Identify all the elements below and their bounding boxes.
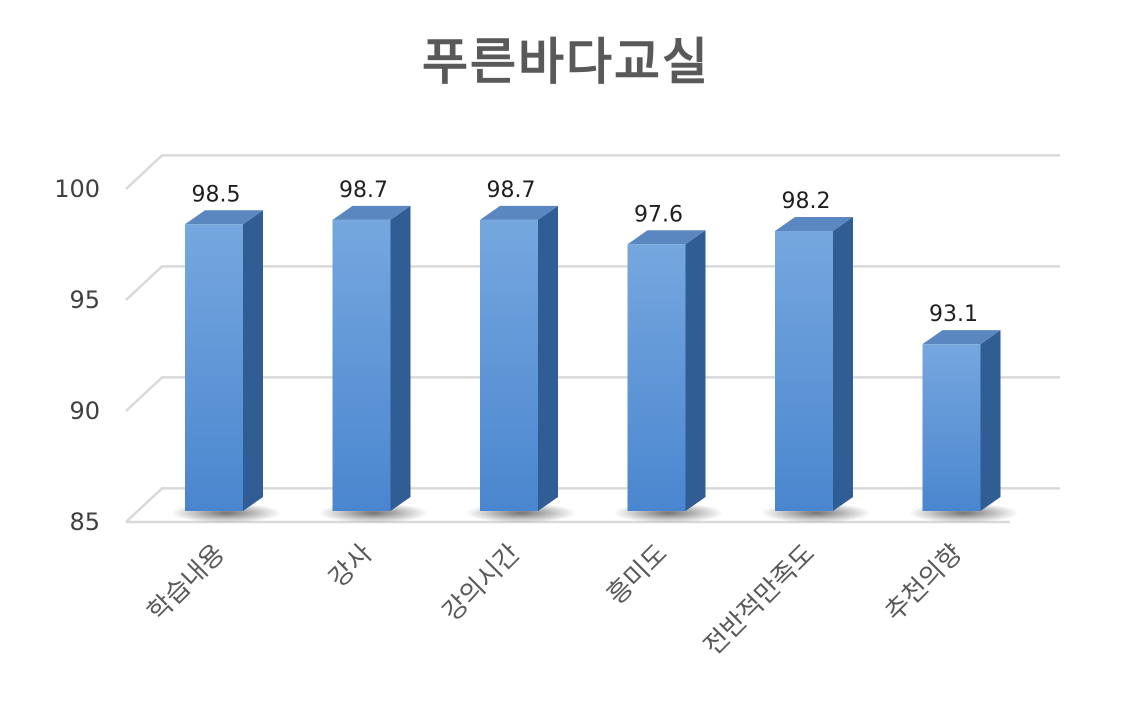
bar-shadows: [170, 503, 1019, 523]
bars: [185, 205, 1001, 512]
bar-side: [243, 210, 263, 512]
data-label: 98.5: [192, 182, 241, 207]
bar: [332, 219, 391, 512]
bar-top: [775, 216, 853, 231]
bar: [480, 219, 538, 512]
data-label: 97.6: [634, 202, 683, 227]
y-tick-label: 100: [54, 175, 100, 203]
bar-side: [685, 230, 706, 511]
y-tick-label: 85: [69, 508, 100, 536]
gridline: [125, 376, 1060, 412]
x-tick-label: 추천의향: [880, 539, 969, 628]
chart-title: 푸른바다교실: [422, 33, 710, 91]
bar-side: [980, 330, 1001, 511]
x-tick-label: 전반적만족도: [698, 539, 821, 662]
data-label: 98.7: [339, 178, 388, 203]
bar-top: [185, 210, 263, 225]
bar-side: [390, 205, 411, 512]
x-tick-label: 강사: [323, 539, 378, 594]
x-tick-label: 학습내용: [142, 539, 231, 628]
bar-top: [332, 205, 411, 220]
y-tick-label: 90: [69, 397, 100, 425]
x-tick-label: 흥미도: [601, 539, 673, 611]
bar: [185, 224, 243, 512]
bar-top: [922, 330, 1001, 345]
bar: [922, 344, 981, 511]
bar-side: [833, 216, 853, 511]
data-label: 98.7: [487, 178, 536, 203]
gridline: [125, 487, 1060, 523]
y-tick-label: 95: [69, 286, 100, 314]
gridline: [125, 265, 1060, 301]
bar-side: [538, 205, 558, 512]
data-label: 93.1: [929, 302, 978, 327]
gridlines: [125, 154, 1060, 524]
x-tick-label: 강의시간: [437, 539, 526, 628]
gridline: [125, 154, 1060, 190]
bar: [627, 244, 686, 511]
bar-top: [627, 230, 706, 245]
bar-top: [480, 205, 558, 220]
bar: [775, 230, 833, 511]
data-label: 98.2: [782, 189, 831, 214]
